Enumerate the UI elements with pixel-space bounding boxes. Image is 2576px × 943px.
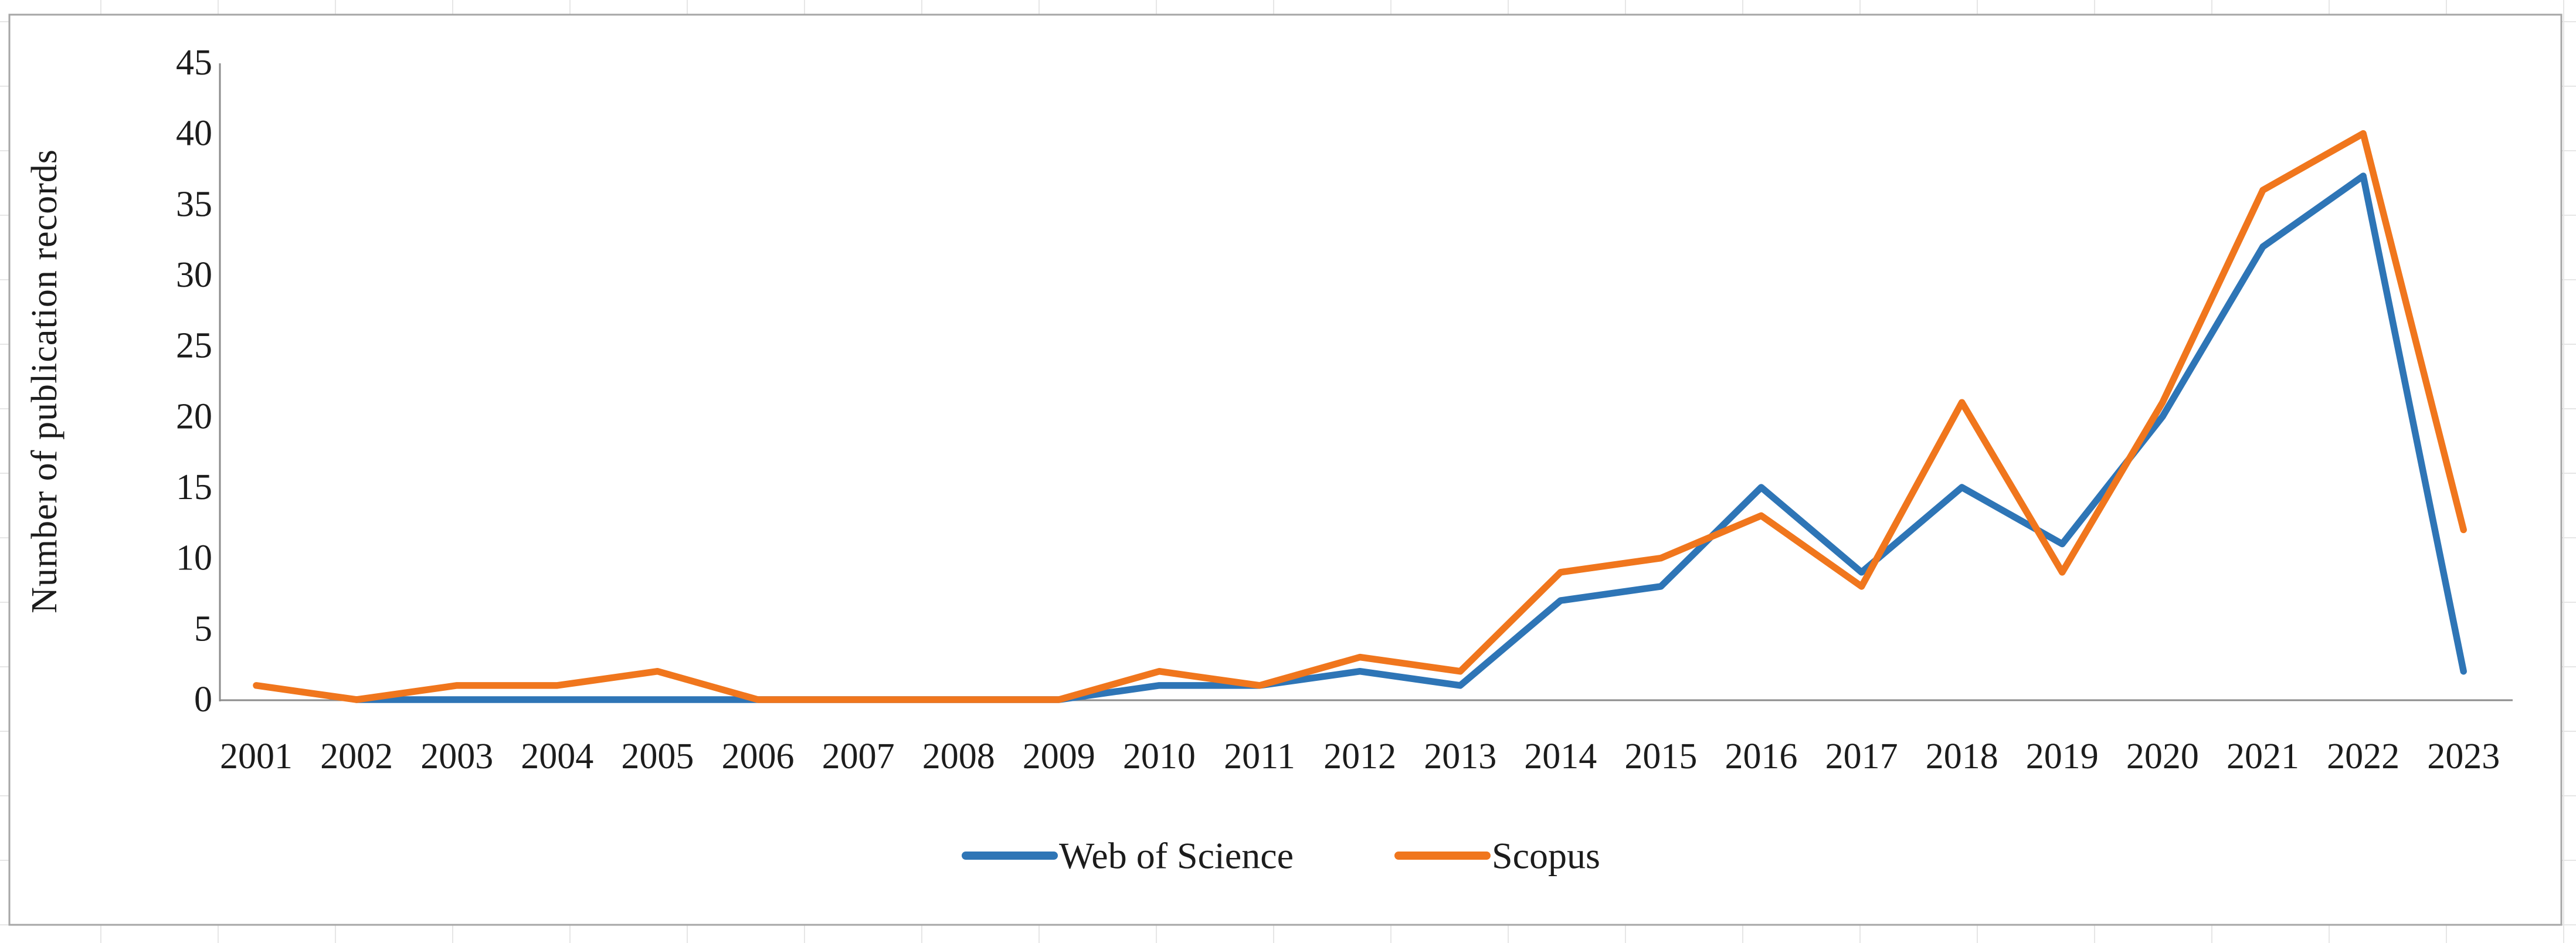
x-tick-label-2007: 2007 <box>822 737 895 776</box>
x-tick-label-2002: 2002 <box>320 737 393 776</box>
x-tick-label-2017: 2017 <box>1825 737 1898 776</box>
x-tick-label-2022: 2022 <box>2327 737 2399 776</box>
y-tick-label-45: 45 <box>176 43 212 83</box>
y-tick-label-10: 10 <box>176 538 212 578</box>
y-axis-tick-labels: 0 5 10 15 20 25 30 35 40 45 <box>176 43 212 720</box>
x-tick-label-2005: 2005 <box>621 737 694 776</box>
legend: Web of Science Scopus <box>962 835 1600 877</box>
x-tick-label-2004: 2004 <box>521 737 593 776</box>
x-tick-label-2013: 2013 <box>1424 737 1496 776</box>
x-tick-label-2010: 2010 <box>1123 737 1196 776</box>
x-axis-year-labels: 2001 2002 2003 2004 2005 2006 2007 2008 2009 2010… <box>220 737 2500 776</box>
x-tick-label-2008: 2008 <box>922 737 995 776</box>
y-axis-title: Number of publication records <box>25 149 65 613</box>
x-tick-label-2012: 2012 <box>1323 737 1396 776</box>
x-tick-label-2020: 2020 <box>2126 737 2199 776</box>
legend-label-scopus: Scopus <box>1492 835 1600 877</box>
y-tick-label-15: 15 <box>176 467 212 507</box>
series-line-scopus <box>253 130 2467 703</box>
y-tick-label-35: 35 <box>176 184 212 224</box>
y-tick-label-0: 0 <box>194 680 212 720</box>
x-tick-label-2001: 2001 <box>220 737 293 776</box>
y-tick-label-40: 40 <box>176 114 212 154</box>
x-tick-label-2023: 2023 <box>2427 737 2500 776</box>
x-tick-label-2006: 2006 <box>722 737 795 776</box>
y-tick-label-20: 20 <box>176 396 212 436</box>
x-tick-label-2009: 2009 <box>1023 737 1095 776</box>
x-tick-label-2003: 2003 <box>420 737 493 776</box>
series-line-web-of-science <box>353 172 2467 703</box>
x-tick-label-2019: 2019 <box>2026 737 2099 776</box>
x-tick-label-2015: 2015 <box>1624 737 1697 776</box>
y-tick-label-25: 25 <box>176 326 212 366</box>
figure-border <box>8 13 2563 926</box>
legend-label-web-of-science: Web of Science <box>1059 835 1294 877</box>
x-tick-label-2021: 2021 <box>2227 737 2299 776</box>
x-tick-label-2018: 2018 <box>1926 737 1998 776</box>
data-series-lines <box>253 130 2467 703</box>
y-tick-label-30: 30 <box>176 255 212 295</box>
x-tick-label-2014: 2014 <box>1524 737 1597 776</box>
x-tick-label-2016: 2016 <box>1725 737 1798 776</box>
x-tick-label-2011: 2011 <box>1224 737 1295 776</box>
y-tick-label-5: 5 <box>194 609 212 649</box>
